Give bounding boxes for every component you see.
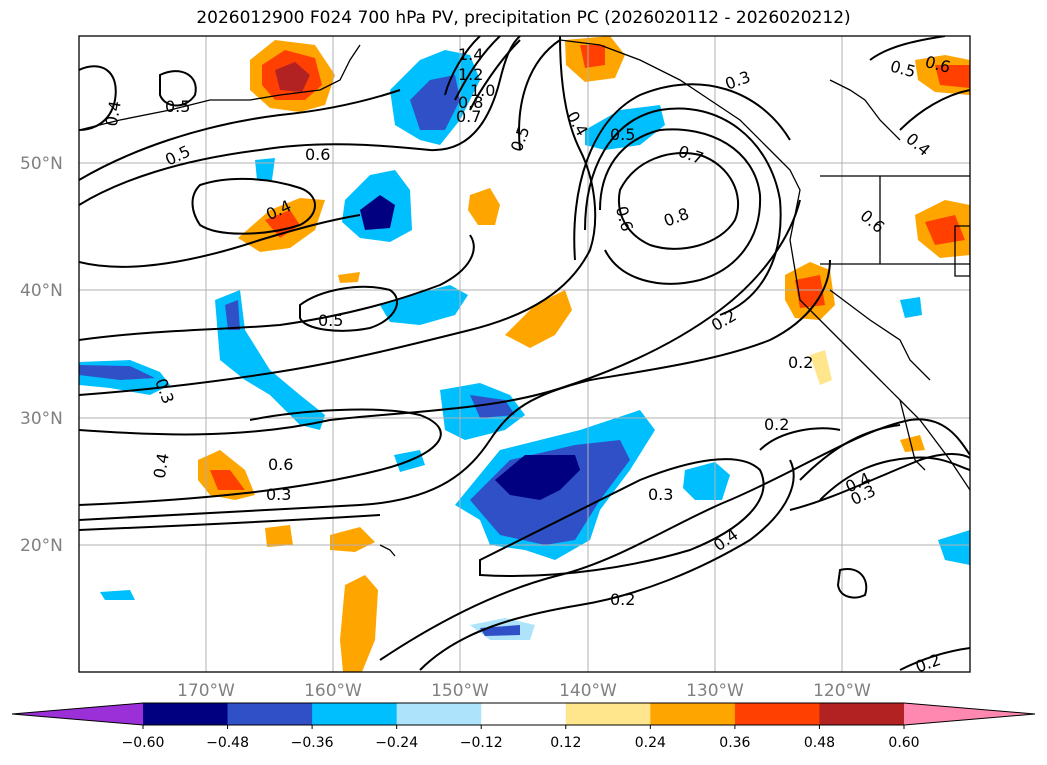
map-title: 2026012900 F024 700 hPa PV, precipitatio… bbox=[196, 8, 851, 28]
colorbar-tick-label: −0.36 bbox=[291, 735, 334, 751]
contour-label: 0.3 bbox=[266, 485, 291, 504]
contour-label: 0.5 bbox=[610, 125, 635, 144]
colorbar-tick-label: −0.60 bbox=[122, 735, 165, 751]
contour-label: 0.2 bbox=[764, 415, 789, 434]
colorbar-swatch bbox=[650, 703, 736, 725]
contour-label: 0.3 bbox=[648, 485, 673, 504]
contour-label-group: 0.4 0.5 0.5 0.6 1.4 1.2 1.0 0.8 0.7 0.5 … bbox=[102, 45, 953, 677]
colorbar-swatch bbox=[227, 703, 313, 725]
lon-label-120w: 120°W bbox=[813, 681, 871, 701]
lat-label-40n: 40°N bbox=[20, 281, 63, 301]
colorbar-swatch bbox=[396, 703, 482, 725]
lat-label-20n: 20°N bbox=[20, 536, 63, 556]
lon-label-140w: 140°W bbox=[559, 681, 617, 701]
colorbar-extend-min bbox=[12, 703, 143, 725]
contour-label: 0.4 bbox=[150, 452, 173, 480]
contour-label: 0.2 bbox=[610, 590, 635, 609]
pv-contours bbox=[79, 36, 970, 671]
colorbar-tick-label: −0.24 bbox=[375, 735, 418, 751]
contour-label: 0.2 bbox=[788, 353, 813, 372]
contour-label: 1.4 bbox=[458, 45, 483, 64]
contour-label: 0.6 bbox=[268, 455, 293, 474]
lon-label-160w: 160°W bbox=[304, 681, 362, 701]
colorbar-tick-label: 0.60 bbox=[888, 735, 919, 751]
contour-label: 0.5 bbox=[165, 97, 190, 116]
contour-label: 0.2 bbox=[913, 650, 943, 677]
contour-label: 0.7 bbox=[456, 107, 481, 126]
colorbar-tick-label: 0.48 bbox=[804, 735, 835, 751]
colorbar-swatch bbox=[481, 703, 567, 725]
map-content: 0.4 0.5 0.5 0.6 1.4 1.2 1.0 0.8 0.7 0.5 … bbox=[79, 36, 970, 677]
colorbar-swatch bbox=[565, 703, 651, 725]
colorbar-extend-max bbox=[904, 703, 1035, 725]
colorbar-tick-label: 0.36 bbox=[719, 735, 750, 751]
map-frame bbox=[78, 35, 971, 673]
contour-label: 0.4 bbox=[102, 99, 125, 127]
lon-label-150w: 150°W bbox=[431, 681, 489, 701]
colorbar-swatch bbox=[143, 703, 229, 725]
contour-label: 0.5 bbox=[318, 311, 343, 330]
colorbar-tick-label: −0.12 bbox=[460, 735, 503, 751]
lat-label-50n: 50°N bbox=[20, 154, 63, 174]
negative-precip-shading bbox=[79, 50, 970, 640]
contour-label: 1.2 bbox=[458, 65, 483, 84]
lat-label-30n: 30°N bbox=[20, 409, 63, 429]
colorbar-tick-label: 0.12 bbox=[550, 735, 581, 751]
colorbar-swatch bbox=[312, 703, 398, 725]
lon-label-170w: 170°W bbox=[177, 681, 235, 701]
coastlines bbox=[79, 39, 970, 557]
positive-precip-shading bbox=[198, 36, 970, 672]
contour-label: 1.0 bbox=[470, 81, 495, 100]
colorbar-tick-label: −0.48 bbox=[206, 735, 249, 751]
colorbar-swatch bbox=[734, 703, 820, 725]
colorbar-swatch bbox=[819, 703, 905, 725]
colorbar-tick-label: 0.24 bbox=[635, 735, 666, 751]
contour-label: 0.6 bbox=[305, 145, 330, 164]
lon-label-130w: 130°W bbox=[686, 681, 744, 701]
colorbar: −0.60 −0.48 −0.36 −0.24 −0.12 0.12 0.24 0.36 0.4… bbox=[11, 702, 1036, 751]
contour-label: 0.8 bbox=[458, 93, 483, 112]
